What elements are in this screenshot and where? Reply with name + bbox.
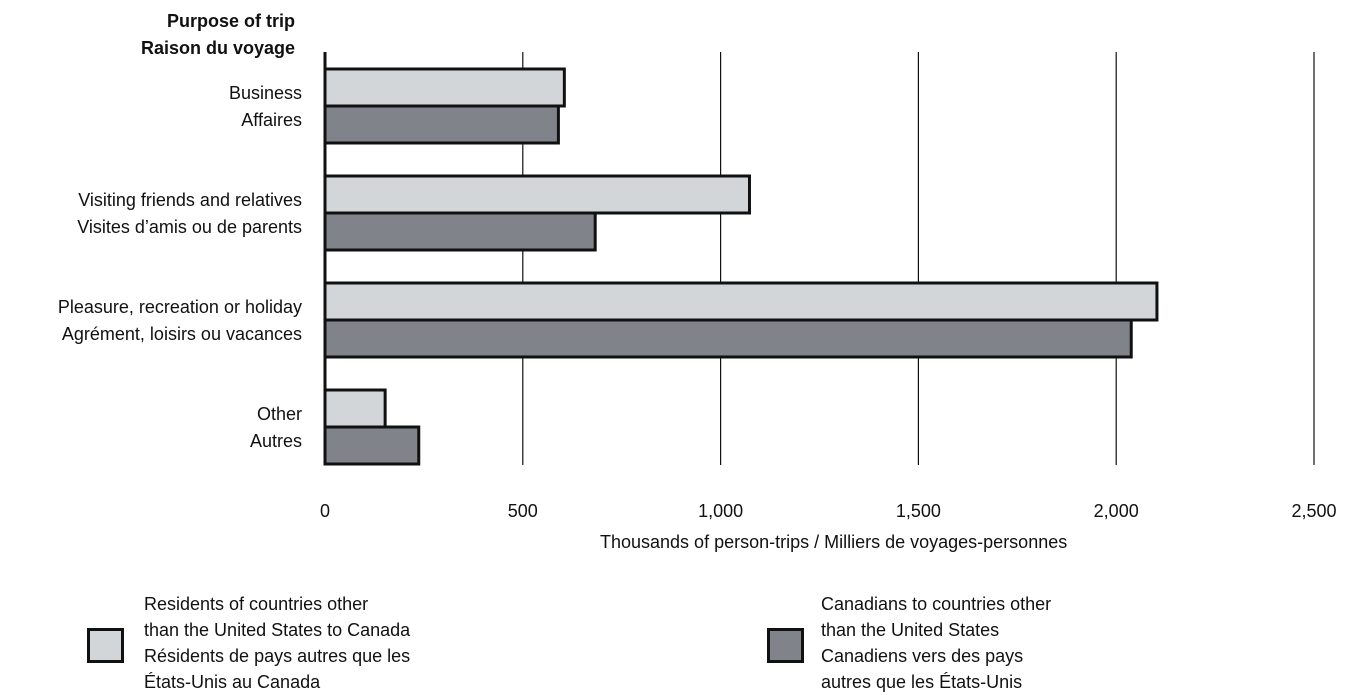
y-axis-title-en: Purpose of trip xyxy=(166,11,295,31)
bar-residents-to-canada xyxy=(323,388,387,429)
category-label: Pleasure, recreation or holiday Agrément,… xyxy=(58,294,302,348)
category-label-line: Affaires xyxy=(241,110,302,130)
y-axis-title-fr: Raison du voyage xyxy=(140,38,295,58)
x-tick-label: 1,500 xyxy=(896,501,941,521)
bar-residents-to-canada xyxy=(323,67,566,108)
y-axis-title: Purpose of trip Raison du voyage xyxy=(141,8,295,62)
category-label-line: Business xyxy=(228,83,302,103)
legend-label-residents-to-canada: Residents of countries other than the Un… xyxy=(144,594,411,692)
category-label: Business Affaires xyxy=(229,80,302,134)
legend-label-canadians-abroad: Canadians to countries other than the Un… xyxy=(821,594,1052,692)
category-label-line: Visiting friends and relatives xyxy=(78,190,302,210)
x-tick-label: 2,000 xyxy=(1094,501,1139,521)
category-label: Other Autres xyxy=(250,401,302,455)
legend-swatch-light xyxy=(87,628,124,663)
category-label-line: Autres xyxy=(249,431,302,451)
category-label-line: Pleasure, recreation or holiday xyxy=(57,297,302,317)
bars xyxy=(323,67,1159,466)
x-tick-label: 0 xyxy=(320,501,330,521)
bar-residents-to-canada xyxy=(323,174,751,215)
bar-residents-to-canada xyxy=(323,281,1159,322)
legend-swatch-dark xyxy=(767,628,804,663)
bar-canadians-abroad xyxy=(323,425,421,466)
category-label-line: Agrément, loisirs ou vacances xyxy=(61,324,302,344)
x-tick-labels: 0 500 1,000 1,500 2,000 2,500 xyxy=(320,501,1337,521)
x-tick-label: 500 xyxy=(508,501,538,521)
bar-canadians-abroad xyxy=(323,211,597,252)
category-label: Visiting friends and relatives Visites d’… xyxy=(77,187,302,241)
x-tick-label: 1,000 xyxy=(698,501,743,521)
x-axis-title: Thousands of person-trips / Milliers de … xyxy=(600,532,1068,552)
x-tick-label: 2,500 xyxy=(1291,501,1336,521)
bar-canadians-abroad xyxy=(323,318,1133,359)
category-label-line: Other xyxy=(256,404,302,424)
gridlines xyxy=(522,52,1315,465)
category-label-line: Visites d’amis ou de parents xyxy=(77,217,302,237)
bar-canadians-abroad xyxy=(323,104,560,145)
